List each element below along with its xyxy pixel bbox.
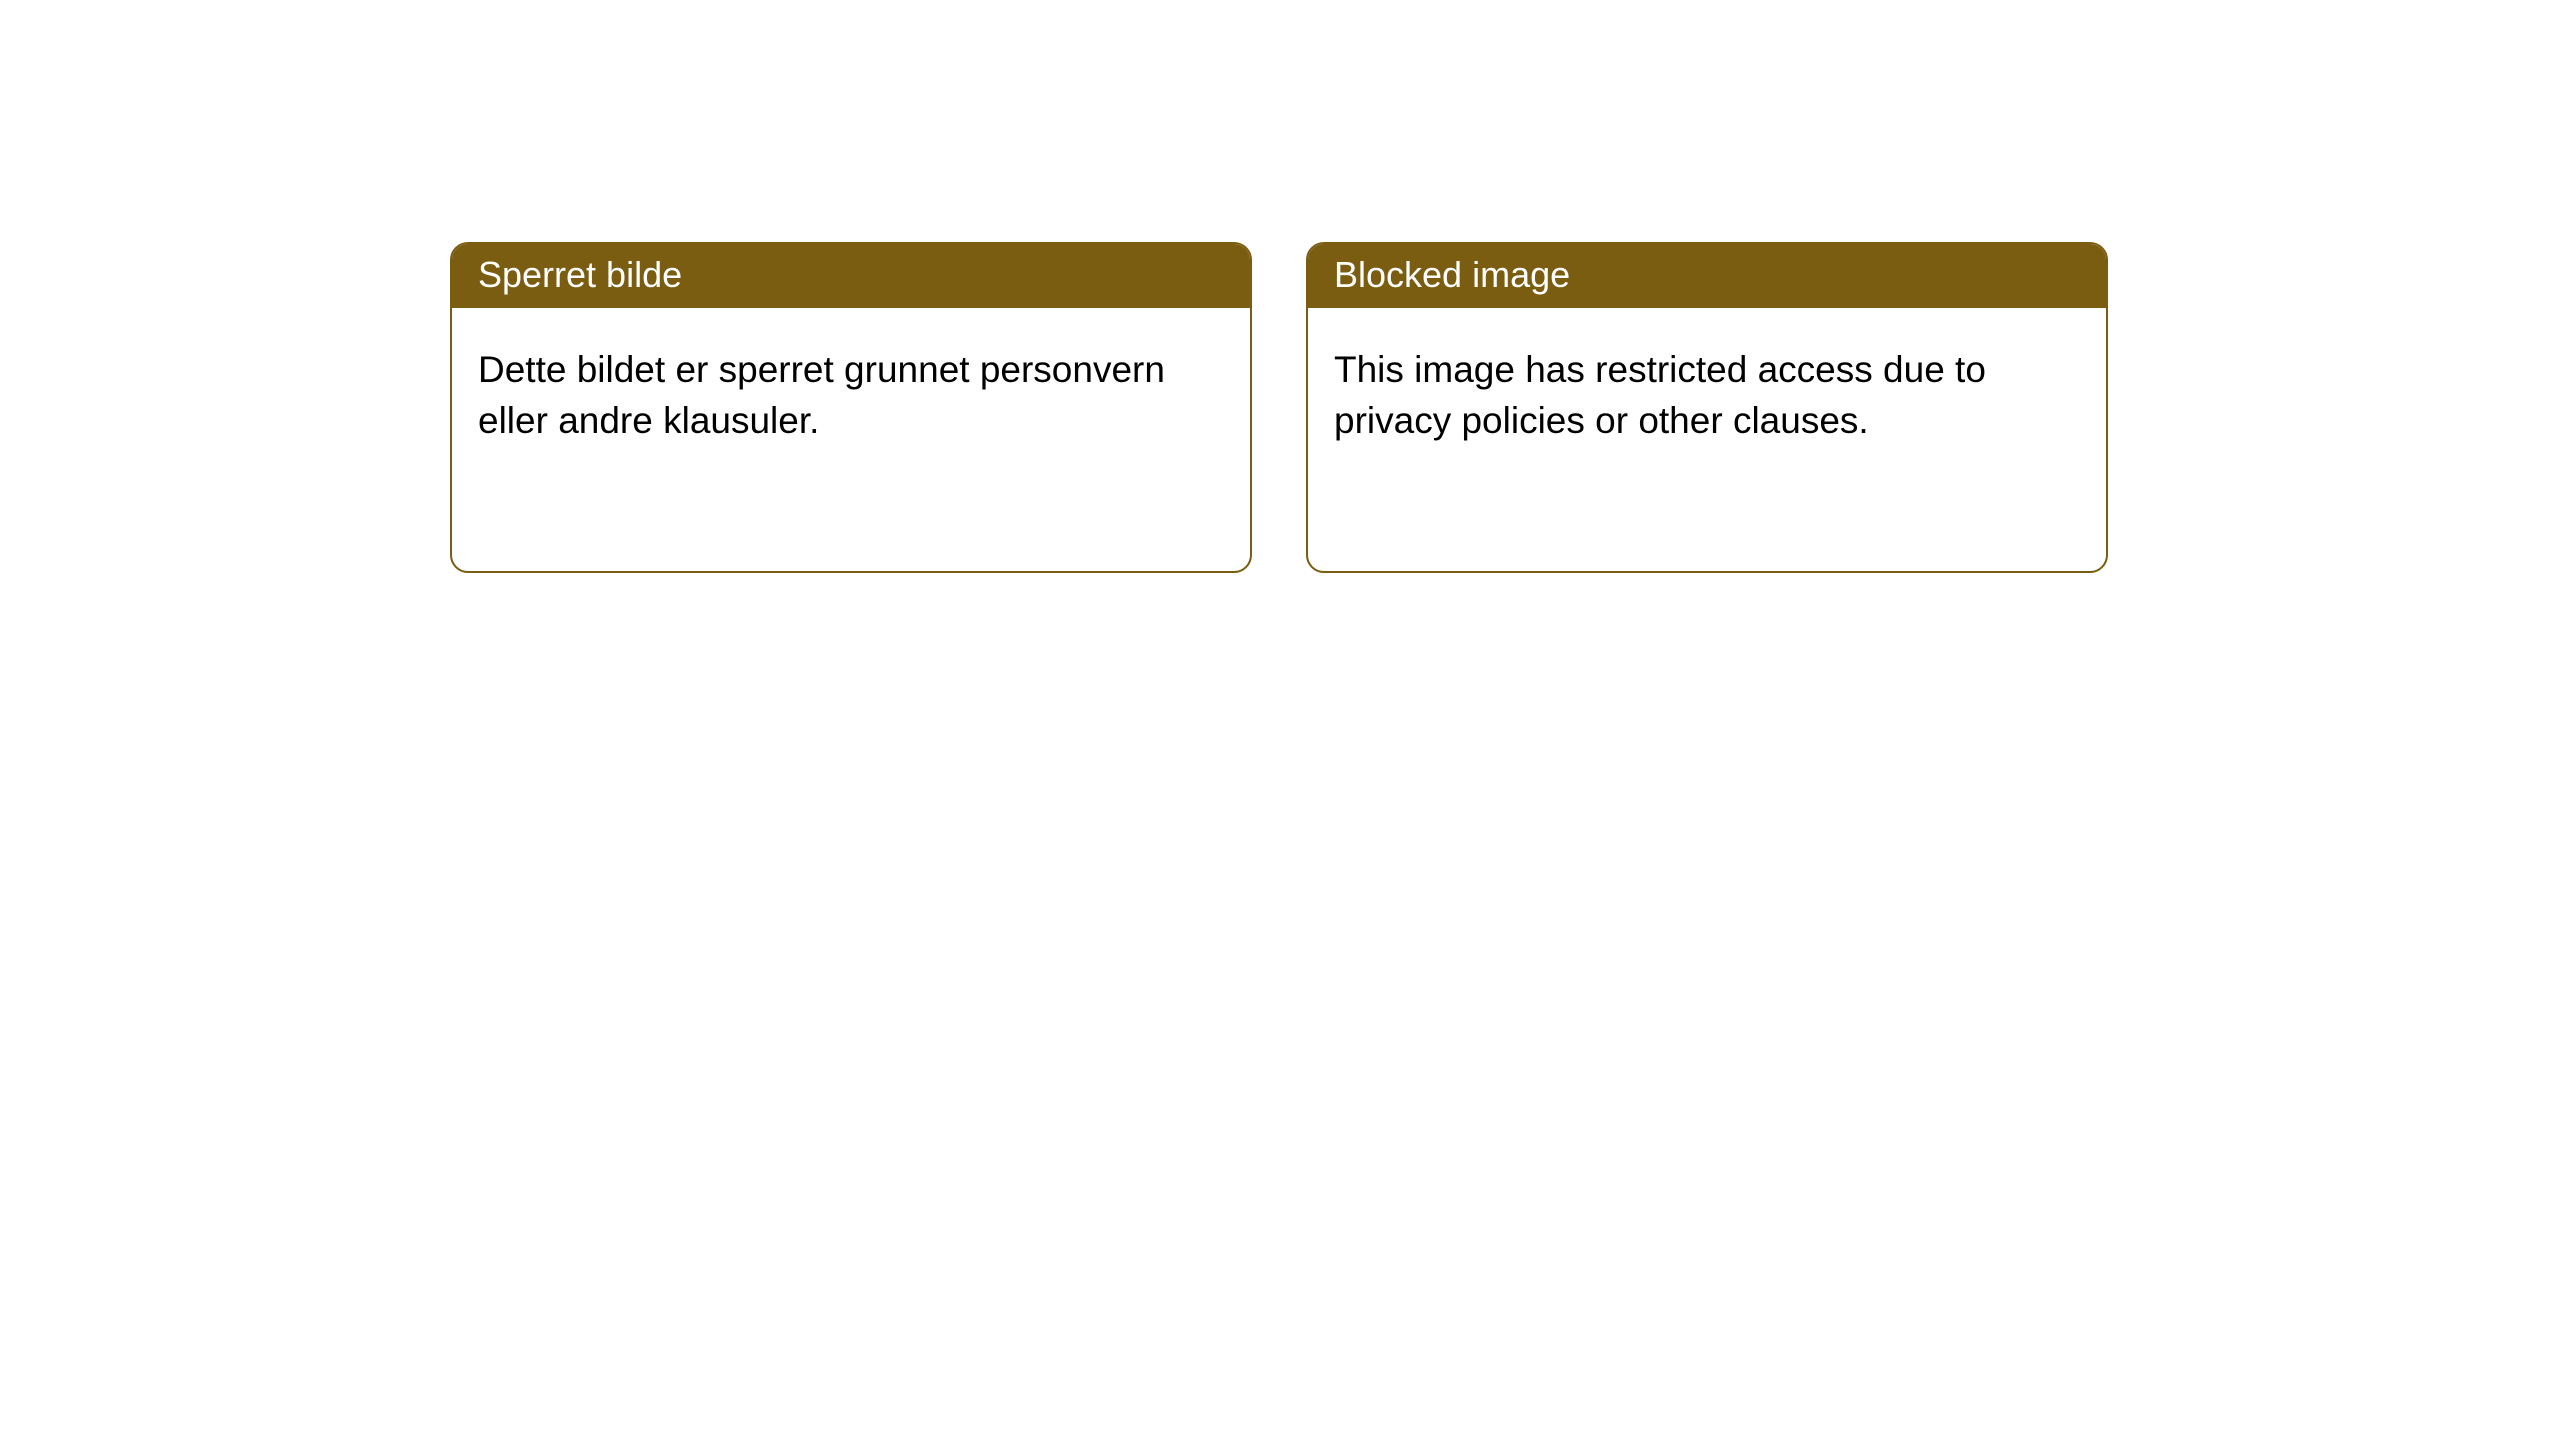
notice-header: Blocked image xyxy=(1308,244,2106,308)
notice-card-english: Blocked image This image has restricted … xyxy=(1306,242,2108,573)
notice-card-norwegian: Sperret bilde Dette bildet er sperret gr… xyxy=(450,242,1252,573)
notice-body: This image has restricted access due to … xyxy=(1308,308,2106,472)
notice-header: Sperret bilde xyxy=(452,244,1250,308)
notice-body: Dette bildet er sperret grunnet personve… xyxy=(452,308,1250,472)
notices-container: Sperret bilde Dette bildet er sperret gr… xyxy=(0,0,2560,573)
